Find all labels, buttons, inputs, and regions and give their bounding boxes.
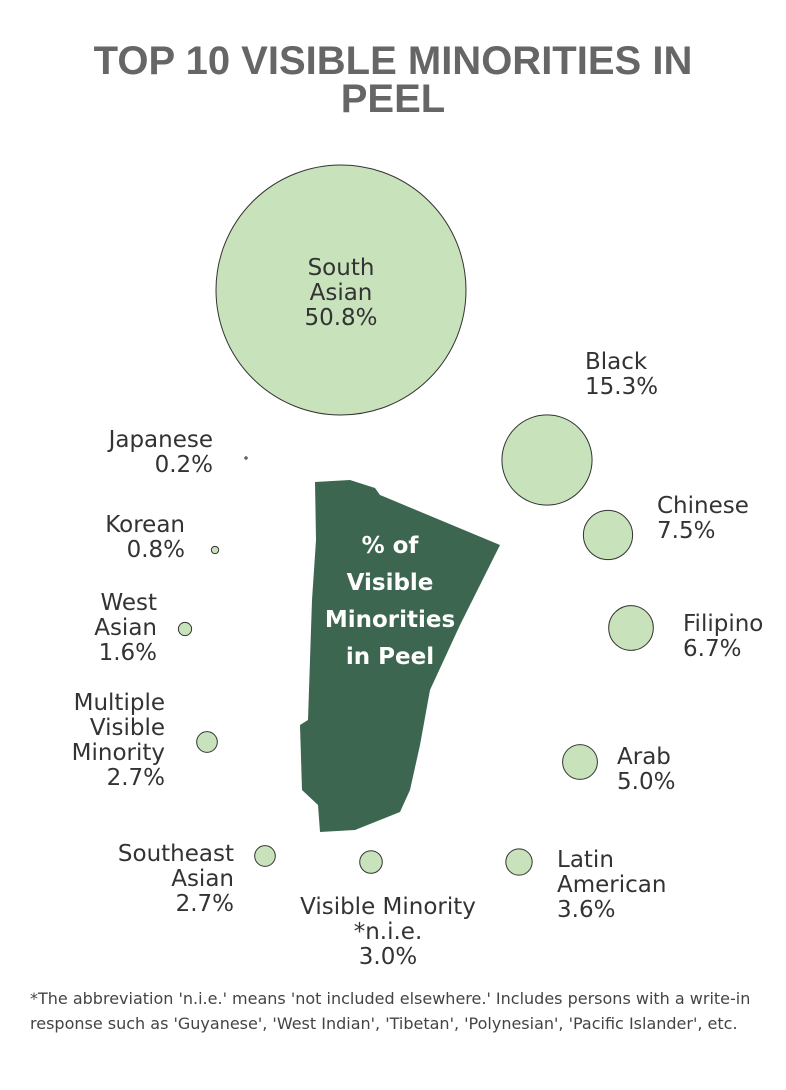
- bubble: [562, 744, 598, 780]
- bubble-label: Filipino 6.7%: [683, 612, 786, 662]
- bubble: [215, 164, 467, 416]
- bubble-label: Arab 5.0%: [617, 745, 737, 795]
- center-label: % of Visible Minorities in Peel: [324, 533, 456, 670]
- bubble-label: South Asian 50.8%: [296, 256, 386, 331]
- value-label: 3.6%: [557, 897, 616, 923]
- category-label: Filipino: [683, 611, 764, 637]
- chart-title: TOP 10 VISIBLE MINORITIES IN PEEL: [93, 39, 693, 121]
- bubble-label: Visible Minority *n.i.e. 3.0%: [288, 895, 488, 970]
- category-label: Multiple Visible Minority: [71, 690, 165, 766]
- category-label: Latin American: [557, 847, 667, 898]
- bubble-label: Korean 0.8%: [75, 513, 185, 563]
- value-label: 0.2%: [154, 452, 213, 478]
- category-label: Visible Minority *n.i.e.: [300, 894, 476, 945]
- bubble: [505, 848, 533, 876]
- category-label: Arab: [617, 744, 671, 770]
- bubble: [501, 414, 593, 506]
- bubble: [254, 845, 276, 867]
- bubble: [244, 456, 248, 460]
- value-label: 3.0%: [358, 944, 418, 970]
- category-label: West Asian: [94, 590, 157, 641]
- bubble: [582, 509, 634, 561]
- footnote: *The abbreviation 'n.i.e.' means 'not in…: [30, 989, 751, 1033]
- value-label: 5.0%: [617, 769, 676, 795]
- category-label: Black: [585, 349, 648, 375]
- bubble: [210, 545, 220, 555]
- value-label: 2.7%: [106, 765, 165, 791]
- bubble-label: Chinese 7.5%: [657, 494, 777, 544]
- value-label: 7.5%: [657, 518, 716, 544]
- bubble: [359, 850, 383, 874]
- category-label: Southeast Asian: [117, 841, 234, 892]
- bubble-label: Multiple Visible Minority 2.7%: [55, 691, 165, 791]
- category-label: Korean: [105, 512, 185, 538]
- bubble-label: Japanese 0.2%: [83, 428, 213, 478]
- bubble-label: Latin American 3.6%: [557, 848, 687, 923]
- bubble: [177, 621, 193, 637]
- category-label: Chinese: [657, 493, 749, 519]
- bubble-label: Black 15.3%: [585, 350, 705, 400]
- bubble: [196, 731, 218, 753]
- bubble: [608, 605, 654, 651]
- value-label: 6.7%: [683, 636, 742, 662]
- peel-map: [300, 480, 500, 832]
- value-label: 15.3%: [585, 374, 659, 400]
- value-label: 0.8%: [126, 537, 185, 563]
- category-label: South Asian: [307, 255, 375, 306]
- bubble-label: West Asian 1.6%: [77, 591, 157, 666]
- category-label: Japanese: [108, 427, 213, 453]
- bubble-label: Southeast Asian 2.7%: [104, 842, 234, 917]
- value-label: 2.7%: [175, 891, 234, 917]
- value-label: 50.8%: [304, 305, 378, 331]
- value-label: 1.6%: [98, 640, 157, 666]
